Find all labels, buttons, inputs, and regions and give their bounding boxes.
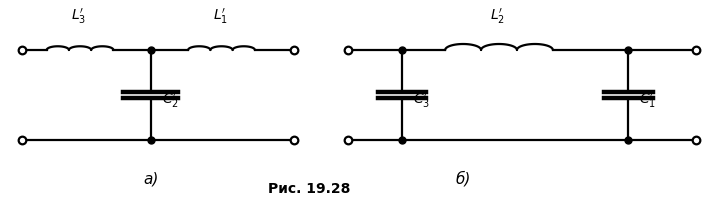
Text: $C_1'$: $C_1'$ bbox=[639, 90, 656, 110]
Text: $C_3'$: $C_3'$ bbox=[413, 90, 430, 110]
Text: $L_1'$: $L_1'$ bbox=[213, 7, 228, 26]
Text: $L_3'$: $L_3'$ bbox=[71, 7, 87, 26]
Text: а): а) bbox=[143, 171, 159, 186]
Text: $C_2'$: $C_2'$ bbox=[162, 90, 179, 110]
Text: Рис. 19.28: Рис. 19.28 bbox=[268, 182, 350, 196]
Text: $L_2'$: $L_2'$ bbox=[490, 7, 505, 26]
Text: б): б) bbox=[455, 170, 471, 186]
